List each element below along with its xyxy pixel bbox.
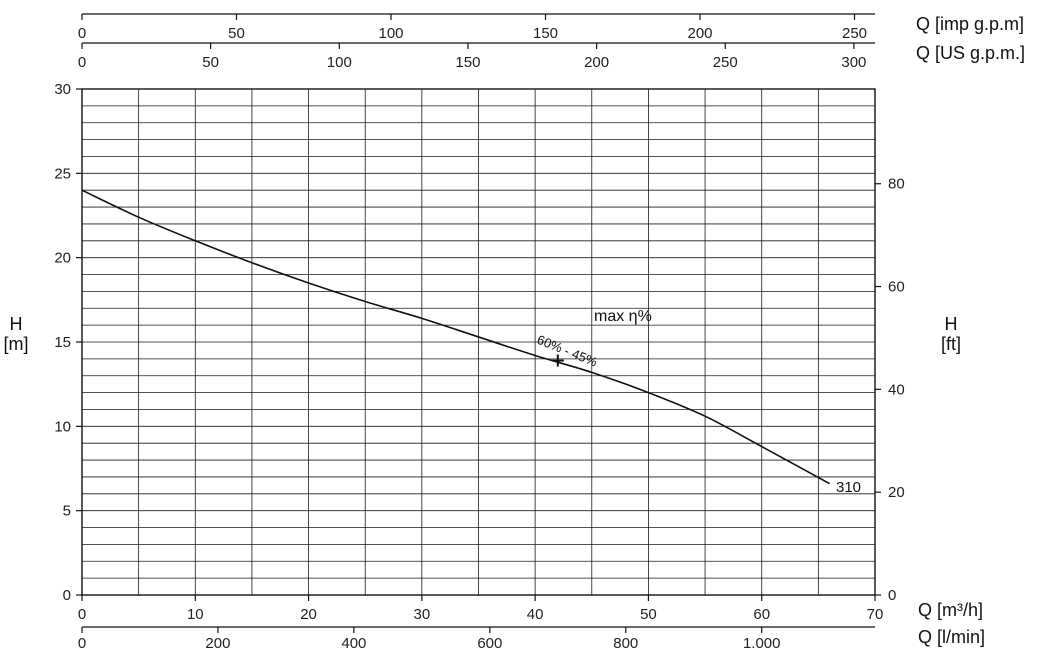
x-tick-label-imp-gpm: 100 (378, 25, 403, 42)
y-tick-label-m: 15 (54, 334, 71, 351)
y-tick-label-ft: 40 (888, 381, 905, 398)
y-tick-label-m: 10 (54, 418, 71, 435)
y-tick-label-ft: 80 (888, 176, 905, 193)
best-efficiency-point-marker (551, 354, 564, 367)
y-axis-ft-title-symbol: H (945, 314, 958, 334)
x-tick-label-lmin: 600 (477, 635, 502, 652)
x-tick-label-imp-gpm: 150 (533, 25, 558, 42)
x-tick-label-us-gpm: 200 (584, 54, 609, 71)
y-tick-label-ft: 20 (888, 484, 905, 501)
x-tick-label-m3h: 20 (300, 606, 317, 623)
x-tick-label-us-gpm: 150 (455, 54, 480, 71)
y-tick-label-m: 5 (63, 503, 71, 520)
x-axis-m3h-title: Q [m³/h] (918, 600, 983, 620)
x-tick-label-m3h: 30 (414, 606, 431, 623)
x-tick-label-m3h: 40 (527, 606, 544, 623)
y-tick-label-m: 25 (54, 165, 71, 182)
ticks (76, 14, 881, 633)
y-tick-label-m: 20 (54, 250, 71, 267)
grid (82, 89, 875, 595)
series-line-310 (81, 189, 831, 485)
x-tick-label-us-gpm: 300 (841, 54, 866, 71)
x-tick-label-lmin: 800 (613, 635, 638, 652)
x-tick-label-m3h: 10 (187, 606, 204, 623)
x-tick-label-us-gpm: 50 (202, 54, 219, 71)
efficiency-range-label: 60% - 45% (535, 332, 600, 370)
x-tick-label-us-gpm: 250 (713, 54, 738, 71)
x-tick-label-lmin: 200 (205, 635, 230, 652)
x-tick-label-us-gpm: 100 (327, 54, 352, 71)
y-axis-m-title-symbol: H (10, 314, 23, 334)
x-tick-label-imp-gpm: 250 (842, 25, 867, 42)
y-tick-label-m: 30 (54, 81, 71, 98)
x-tick-label-imp-gpm: 200 (687, 25, 712, 42)
x-tick-label-lmin: 1.000 (743, 635, 781, 652)
x-tick-label-m3h: 50 (640, 606, 657, 623)
x-tick-label-lmin: 0 (78, 635, 86, 652)
x-tick-label-m3h: 70 (867, 606, 884, 623)
y-tick-label-m: 0 (63, 587, 71, 604)
y-tick-label-ft: 0 (888, 587, 896, 604)
x-axis-imp-gpm-title: Q [imp g.p.m] (916, 14, 1024, 34)
x-axis-us-gpm-title: Q [US g.p.m.] (916, 43, 1025, 63)
x-tick-label-m3h: 60 (753, 606, 770, 623)
y-tick-label-ft: 60 (888, 279, 905, 296)
y-axis-m-title-unit: [m] (4, 334, 29, 354)
x-tick-label-lmin: 400 (341, 635, 366, 652)
x-axis-lmin-title: Q [l/min] (918, 627, 985, 647)
x-tick-label-imp-gpm: 50 (228, 25, 245, 42)
max-efficiency-label: max η% (594, 308, 652, 325)
series-label-310: 310 (836, 479, 861, 496)
x-tick-label-imp-gpm: 0 (78, 25, 86, 42)
x-tick-label-us-gpm: 0 (78, 54, 86, 71)
x-tick-label-m3h: 0 (78, 606, 86, 623)
y-axis-ft-title-unit: [ft] (941, 334, 961, 354)
